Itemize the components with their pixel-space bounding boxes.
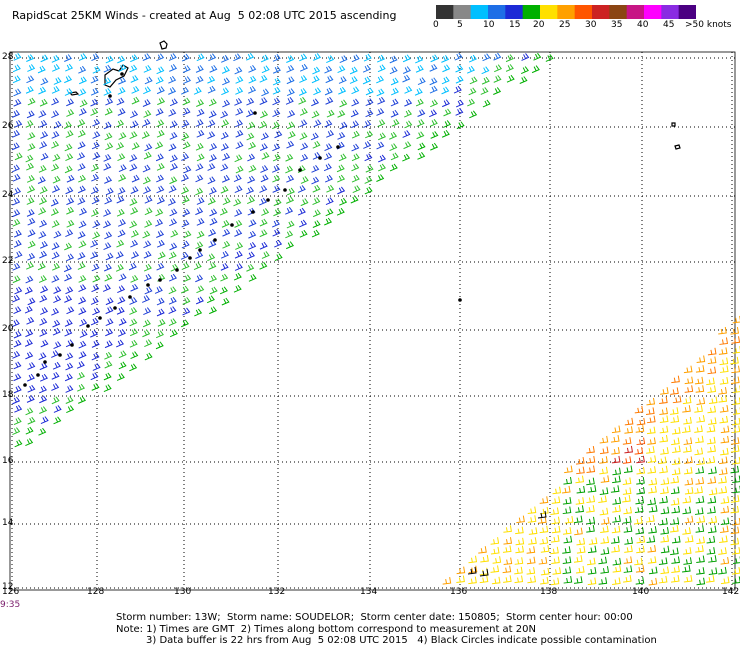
scale-swatch xyxy=(470,5,489,19)
wind-speed-scale-labels: 0 5 10 15 20 25 30 35 40 45 >50 knots xyxy=(433,20,738,34)
contamination-dot xyxy=(86,324,90,328)
scale-label: 40 xyxy=(637,20,649,30)
lat-label: 26 xyxy=(2,121,14,131)
scale-swatch xyxy=(644,5,662,19)
contamination-dot xyxy=(113,306,117,310)
scale-label: >50 knots xyxy=(685,20,732,30)
scale-swatch xyxy=(522,5,541,19)
notes-line-2: 3) Data buffer is 22 hrs from Aug 5 02:0… xyxy=(146,635,657,646)
scale-swatch xyxy=(453,5,472,19)
storm-info-line: Storm number: 13W; Storm name: SOUDELOR;… xyxy=(116,612,633,623)
contamination-dot xyxy=(266,198,270,202)
lat-label: 20 xyxy=(2,324,14,334)
lon-label: 140 xyxy=(632,587,650,597)
scale-swatch xyxy=(592,5,610,19)
contamination-dot xyxy=(120,72,124,76)
scale-label: 5 xyxy=(457,20,463,30)
lon-label: 142 xyxy=(722,587,740,597)
scale-swatch xyxy=(540,5,558,19)
scale-label: 0 xyxy=(433,20,439,30)
land-outlines xyxy=(68,40,681,150)
lat-lon-grid xyxy=(9,51,736,591)
scale-swatch xyxy=(574,5,593,19)
contamination-dot xyxy=(298,168,302,172)
scale-swatch xyxy=(488,5,506,19)
lon-label: 132 xyxy=(268,587,286,597)
scale-swatch xyxy=(557,5,576,19)
contamination-dot xyxy=(253,111,257,115)
lat-label: 28 xyxy=(2,52,14,62)
scale-swatch xyxy=(436,5,454,19)
contamination-dot xyxy=(43,360,47,364)
scale-label: 20 xyxy=(533,20,545,30)
contamination-dot xyxy=(146,283,150,287)
time-label: 9:35 xyxy=(0,600,21,610)
lon-label: 130 xyxy=(174,587,192,597)
lat-label: 12 xyxy=(2,582,14,592)
contamination-dot xyxy=(188,256,192,260)
wind-barbs xyxy=(11,52,740,586)
scale-swatch xyxy=(661,5,680,19)
contamination-dot xyxy=(318,156,322,160)
lon-label: 128 xyxy=(87,587,105,597)
scale-label: 25 xyxy=(559,20,571,30)
lat-label: 18 xyxy=(2,390,14,400)
contamination-circles xyxy=(23,72,462,387)
scale-label: 15 xyxy=(509,20,521,30)
scale-swatch xyxy=(505,5,524,19)
lat-label: 22 xyxy=(2,256,14,266)
wind-map xyxy=(9,40,740,591)
contamination-dot xyxy=(158,278,162,282)
contamination-dot xyxy=(198,248,202,252)
lon-label: 136 xyxy=(450,587,468,597)
scale-label: 35 xyxy=(611,20,623,30)
notes-line: Note: 1) Times are GMT 2) Times along bo… xyxy=(116,623,536,635)
lat-label: 16 xyxy=(2,456,14,466)
scale-label: 30 xyxy=(585,20,597,30)
contamination-dot xyxy=(36,373,40,377)
scale-swatch xyxy=(626,5,645,19)
contamination-dot xyxy=(108,94,112,98)
contamination-dot xyxy=(128,295,132,299)
contamination-dot xyxy=(283,188,287,192)
contamination-dot xyxy=(251,210,255,214)
scale-label: 10 xyxy=(483,20,495,30)
wind-speed-color-scale xyxy=(436,5,696,19)
lon-label: 126 xyxy=(2,587,20,597)
map-title: RapidScat 25KM Winds - created at Aug 5 … xyxy=(12,9,397,22)
contamination-dot xyxy=(213,238,217,242)
lon-label: 138 xyxy=(540,587,558,597)
scale-label: 45 xyxy=(663,20,675,30)
scale-swatch xyxy=(609,5,628,19)
contamination-dot xyxy=(175,268,179,272)
contamination-dot xyxy=(230,223,234,227)
scale-swatch xyxy=(678,5,696,19)
contamination-dot xyxy=(458,298,462,302)
lon-label: 134 xyxy=(360,587,378,597)
footer-notes: Storm number: 13W; Storm name: SOUDELOR;… xyxy=(0,612,740,647)
contamination-dot xyxy=(23,383,27,387)
contamination-dot xyxy=(58,353,62,357)
lat-label: 24 xyxy=(2,190,14,200)
contamination-dot xyxy=(70,343,74,347)
contamination-dot xyxy=(336,145,340,149)
contamination-dot xyxy=(98,316,102,320)
lat-label: 14 xyxy=(2,518,14,528)
